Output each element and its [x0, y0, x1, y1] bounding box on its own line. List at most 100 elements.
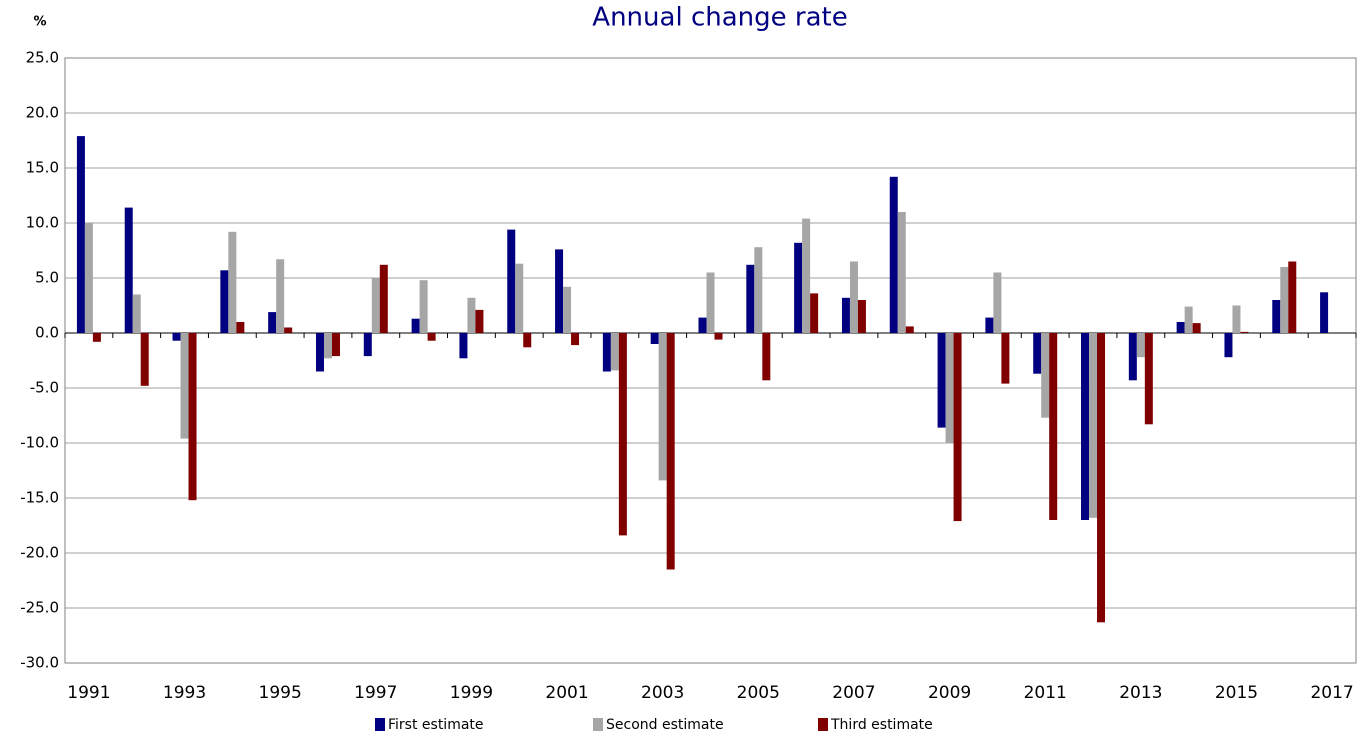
legend-swatch — [818, 718, 828, 731]
x-tick-label: 2013 — [1119, 683, 1162, 703]
x-tick-label: 2001 — [545, 683, 588, 703]
bar — [1136, 333, 1145, 358]
bar — [228, 231, 237, 333]
bar — [1097, 333, 1106, 623]
bar — [849, 261, 858, 333]
bar — [475, 309, 484, 333]
bar — [323, 333, 332, 359]
bar — [754, 247, 763, 333]
bar — [132, 294, 141, 333]
bar — [1144, 333, 1153, 425]
bar — [371, 278, 380, 333]
x-tick-label: 1997 — [354, 683, 397, 703]
bar — [92, 333, 101, 342]
bar — [905, 326, 914, 333]
bar — [315, 333, 324, 372]
bar — [379, 264, 388, 333]
bar — [84, 223, 93, 333]
bar — [746, 264, 755, 333]
bar — [1176, 322, 1185, 333]
bar — [857, 300, 866, 333]
bar — [1033, 333, 1042, 374]
bar — [937, 333, 946, 428]
bar — [188, 333, 197, 501]
bar — [1089, 333, 1098, 518]
y-tick-label: 10.0 — [26, 214, 59, 232]
y-tick-label: -15.0 — [20, 489, 59, 507]
bar — [602, 333, 611, 372]
bar — [76, 136, 85, 333]
bar — [841, 297, 850, 333]
legend-swatch — [375, 718, 385, 731]
y-tick-label: -10.0 — [20, 434, 59, 452]
y-tick-label: 5.0 — [35, 269, 59, 287]
bar — [953, 333, 962, 522]
bar — [1320, 292, 1329, 333]
bar — [1184, 306, 1193, 333]
bar — [236, 322, 245, 333]
x-tick-label: 2005 — [737, 683, 780, 703]
bar — [794, 242, 803, 333]
plot-border — [64, 57, 1357, 664]
bar — [650, 333, 659, 344]
bar — [1240, 331, 1249, 333]
x-tick-label: 2011 — [1024, 683, 1067, 703]
x-tick-label: 2017 — [1310, 683, 1353, 703]
bar — [945, 333, 954, 443]
bar — [220, 270, 229, 333]
bar — [666, 333, 675, 570]
legend-label: Third estimate — [830, 717, 933, 733]
bar — [1001, 333, 1010, 384]
y-tick-label: -30.0 — [20, 654, 59, 672]
bar — [467, 297, 476, 333]
chart-title: Annual change rate — [592, 3, 847, 33]
legend-swatch — [593, 718, 603, 731]
bar — [1272, 300, 1281, 333]
bar — [427, 333, 436, 341]
bar — [1081, 333, 1090, 520]
bar — [124, 207, 133, 333]
bar — [810, 293, 819, 333]
bar — [284, 327, 293, 333]
bar — [1224, 333, 1233, 358]
x-tick-label: 2015 — [1215, 683, 1258, 703]
bar — [1049, 333, 1058, 520]
bar — [363, 333, 372, 357]
y-tick-label: 0.0 — [35, 324, 59, 342]
y-tick-label: -20.0 — [20, 544, 59, 562]
y-tick-label: -5.0 — [30, 379, 59, 397]
x-tick-label: 1991 — [67, 683, 110, 703]
bar — [140, 333, 149, 386]
bar — [889, 176, 898, 333]
bar — [419, 280, 428, 333]
bar — [172, 333, 181, 341]
bar — [268, 312, 277, 333]
bar — [459, 333, 468, 359]
x-tick-label: 1995 — [259, 683, 302, 703]
bar — [1041, 333, 1050, 418]
bar — [802, 218, 811, 333]
x-tick-label: 2007 — [832, 683, 875, 703]
bar — [555, 249, 564, 333]
y-tick-label: 20.0 — [26, 104, 59, 122]
bar — [698, 317, 707, 333]
bar — [1232, 305, 1241, 333]
y-tick-label: 15.0 — [26, 159, 59, 177]
bar — [563, 286, 572, 333]
bar — [1288, 261, 1297, 333]
y-axis-label: % — [33, 15, 46, 30]
bar — [985, 317, 994, 333]
bar — [276, 259, 285, 333]
legend-label: First estimate — [388, 717, 484, 733]
bar — [411, 318, 420, 333]
bar — [993, 272, 1002, 333]
bar — [610, 333, 619, 371]
x-tick-label: 1999 — [450, 683, 493, 703]
bar — [658, 333, 667, 481]
bar — [618, 333, 627, 536]
bar — [1128, 333, 1137, 381]
bar — [762, 333, 771, 381]
legend-label: Second estimate — [606, 717, 724, 733]
bar — [507, 229, 516, 333]
